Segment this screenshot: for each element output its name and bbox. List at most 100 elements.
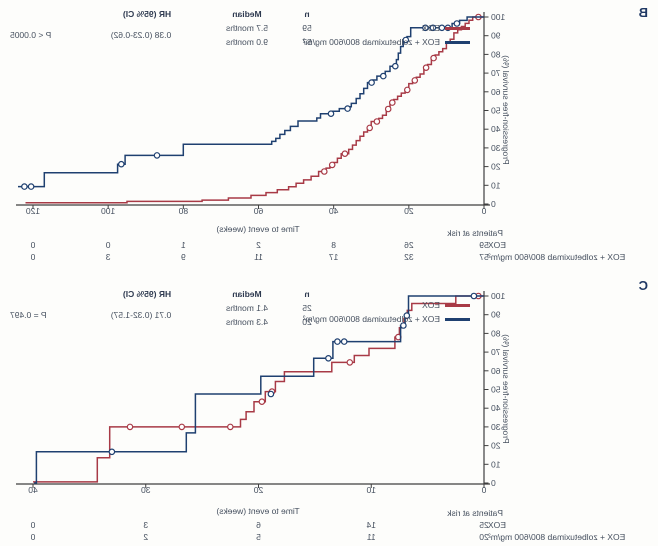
censor-mark <box>334 338 341 345</box>
censor-mark <box>379 72 387 80</box>
x-tick-label: 0 <box>481 485 486 495</box>
stats-n-header: n <box>304 9 310 19</box>
stats-hr-value: 0.71 (0.32-1.57) <box>110 310 172 320</box>
y-tick-label: 70 <box>491 68 501 78</box>
stats-p-value: P < 0.0005 <box>10 30 52 40</box>
x-tick-label: 120 <box>26 206 40 216</box>
stats-p-value: P = 0.497 <box>10 310 47 320</box>
stats-n-eox: 59 <box>302 23 312 33</box>
censor-mark <box>368 79 375 86</box>
y-tick-label: 100 <box>491 12 505 22</box>
stats-n-eox: 25 <box>302 303 312 313</box>
censor-mark <box>325 355 332 362</box>
censor-mark <box>422 24 429 32</box>
stats-n-zolbetuximab: 57 <box>302 37 312 47</box>
risk-count: 17 <box>328 252 339 262</box>
censor-mark <box>340 338 348 345</box>
y-tick-label: 60 <box>491 366 501 376</box>
legend-line-eox <box>445 27 470 30</box>
censor-mark <box>344 105 351 112</box>
stats-hr-header: HR (95% CI) <box>122 9 172 19</box>
y-tick-label: 20 <box>491 441 501 451</box>
risk-count: 2 <box>256 240 261 250</box>
censor-mark <box>403 312 411 319</box>
x-tick-label: 80 <box>178 206 188 216</box>
y-tick-label: 30 <box>491 143 501 153</box>
censor-mark <box>411 77 419 84</box>
censor-mark <box>430 54 437 62</box>
risk-count: 0 <box>30 240 36 250</box>
censor-mark <box>341 150 349 158</box>
censor-mark <box>153 152 161 159</box>
y-tick-label: 10 <box>491 459 501 469</box>
risk-count: 8 <box>331 240 337 250</box>
y-tick-label: 0 <box>491 478 496 488</box>
y-tick-label: 50 <box>491 385 501 395</box>
legend-line-eox <box>445 304 470 307</box>
censor-mark <box>126 423 134 431</box>
x-tick-label: 30 <box>141 485 151 495</box>
x-tick-label: 60 <box>254 206 264 216</box>
x-tick-label: 40 <box>28 485 38 495</box>
risk-count: 20 <box>479 532 489 542</box>
panel-c-x-axis-title: Time to event (weeks) <box>216 506 300 516</box>
legend-label-eox: EOX <box>422 300 440 310</box>
legend-line-zolbetuximab <box>445 41 470 44</box>
panel-c-y-axis-title: Progression-free survival (%) <box>501 334 511 444</box>
risk-count: 0 <box>30 520 36 530</box>
censor-mark <box>328 161 336 169</box>
stats-median-eox: 4.1 months <box>225 303 269 313</box>
censor-mark <box>108 448 116 456</box>
y-tick-label: 100 <box>491 291 505 301</box>
censor-mark <box>346 359 354 366</box>
y-tick-label: 40 <box>491 124 501 134</box>
risk-count: 9 <box>180 252 186 262</box>
y-tick-label: 50 <box>491 106 501 116</box>
stats-median-header: Median <box>232 9 262 19</box>
x-tick-label: 20 <box>404 206 414 216</box>
censor-mark <box>327 110 335 118</box>
patients-at-risk-title: Patients at risk <box>447 228 503 238</box>
y-tick-label: 60 <box>491 87 501 97</box>
stats-hr-value: 0.38 (0.23-0.62) <box>110 30 172 40</box>
censor-mark <box>403 86 411 94</box>
risk-count: 25 <box>479 520 489 530</box>
panel-b-x-axis-title: Time to event (weeks) <box>216 224 300 234</box>
x-tick-label: 0 <box>481 206 486 216</box>
censor-mark <box>470 292 478 300</box>
km-curve-eox <box>25 16 484 204</box>
risk-count: 59 <box>479 240 489 250</box>
y-tick-label: 20 <box>491 162 501 172</box>
censor-mark <box>267 390 275 398</box>
censor-mark <box>258 398 266 406</box>
risk-count: 0 <box>30 532 36 542</box>
risk-count: 1 <box>180 240 186 250</box>
risk-count: 2 <box>143 532 149 542</box>
y-tick-label: 10 <box>491 180 501 190</box>
panel-b-y-axis-title: Progression-free survival (%) <box>501 55 511 165</box>
x-tick-label: 40 <box>329 206 339 216</box>
stats-median-header: Median <box>232 289 262 299</box>
y-tick-label: 90 <box>491 310 501 320</box>
censor-mark <box>429 24 437 32</box>
risk-count: 5 <box>256 532 261 542</box>
x-tick-label: 20 <box>254 485 264 495</box>
risk-count: 26 <box>404 240 414 250</box>
stats-median-zolbetuximab: 4.3 months <box>225 317 269 327</box>
risk-row-label-eox: EOX <box>488 240 506 250</box>
stats-median-zolbetuximab: 9.0 months <box>225 37 269 47</box>
y-tick-label: 0 <box>491 199 496 209</box>
risk-row-label-eox: EOX <box>488 520 506 530</box>
risk-count: 0 <box>105 240 111 250</box>
panel-b-plot: 0 10 20 30 40 50 60 70 80 90 100 0 20 40 60 80 100 120 <box>16 12 505 216</box>
stats-hr-header: HR (95% CI) <box>122 289 172 299</box>
y-tick-label: 30 <box>491 422 501 432</box>
y-tick-label: 80 <box>491 328 501 338</box>
censor-mark <box>422 64 430 72</box>
risk-count: 11 <box>366 532 376 542</box>
legend-line-zolbetuximab <box>445 318 470 321</box>
risk-count: 3 <box>143 520 149 530</box>
risk-count: 32 <box>404 252 414 262</box>
risk-count: 14 <box>366 520 376 530</box>
